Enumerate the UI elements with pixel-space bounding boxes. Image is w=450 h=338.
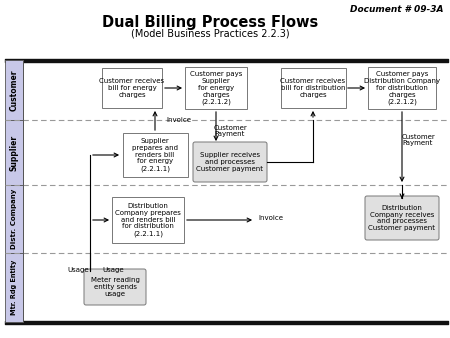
Text: Invoice: Invoice bbox=[166, 117, 191, 123]
FancyBboxPatch shape bbox=[5, 185, 23, 253]
Text: Customer
Payment: Customer Payment bbox=[213, 125, 247, 137]
Text: Customer receives
bill for energy
charges: Customer receives bill for energy charge… bbox=[99, 78, 165, 98]
Text: Dual Billing Process Flows: Dual Billing Process Flows bbox=[102, 15, 318, 29]
Text: Customer pays
Distribution Company
for distribution
charges
(2.2.1.2): Customer pays Distribution Company for d… bbox=[364, 71, 440, 105]
FancyBboxPatch shape bbox=[5, 120, 23, 185]
Text: Distribution
Company receives
and processes
Customer payment: Distribution Company receives and proces… bbox=[369, 205, 436, 231]
Text: Distr. Company: Distr. Company bbox=[11, 189, 17, 249]
Text: Mtr. Rdg Entity: Mtr. Rdg Entity bbox=[11, 260, 17, 315]
FancyBboxPatch shape bbox=[368, 67, 436, 109]
FancyBboxPatch shape bbox=[185, 67, 247, 109]
Text: Supplier
prepares and
renders bill
for energy
(2.2.1.1): Supplier prepares and renders bill for e… bbox=[132, 138, 178, 172]
FancyBboxPatch shape bbox=[280, 68, 346, 108]
FancyBboxPatch shape bbox=[112, 197, 184, 243]
FancyBboxPatch shape bbox=[5, 60, 23, 120]
Text: Customer pays
Supplier
for energy
charges
(2.2.1.2): Customer pays Supplier for energy charge… bbox=[190, 71, 242, 105]
Text: Usage: Usage bbox=[67, 267, 89, 273]
FancyBboxPatch shape bbox=[122, 133, 188, 177]
Text: Customer: Customer bbox=[9, 69, 18, 111]
Text: Customer
Payment: Customer Payment bbox=[401, 134, 435, 146]
FancyBboxPatch shape bbox=[5, 253, 23, 322]
Text: (Model Business Practices 2.2.3): (Model Business Practices 2.2.3) bbox=[130, 29, 289, 39]
FancyBboxPatch shape bbox=[193, 142, 267, 182]
Text: Invoice: Invoice bbox=[258, 215, 283, 221]
FancyBboxPatch shape bbox=[365, 196, 439, 240]
Text: Meter reading
entity sends
usage: Meter reading entity sends usage bbox=[90, 277, 140, 297]
Text: Usage: Usage bbox=[102, 267, 124, 273]
FancyBboxPatch shape bbox=[84, 269, 146, 305]
Text: Document # 09-3A: Document # 09-3A bbox=[350, 5, 443, 15]
Text: Customer receives
bill for distribution
charges: Customer receives bill for distribution … bbox=[280, 78, 346, 98]
Text: Distribution
Company prepares
and renders bill
for distribution
(2.2.1.1): Distribution Company prepares and render… bbox=[115, 203, 181, 237]
Text: Supplier: Supplier bbox=[9, 135, 18, 171]
FancyBboxPatch shape bbox=[102, 68, 162, 108]
Text: Supplier receives
and processes
Customer payment: Supplier receives and processes Customer… bbox=[197, 152, 264, 172]
